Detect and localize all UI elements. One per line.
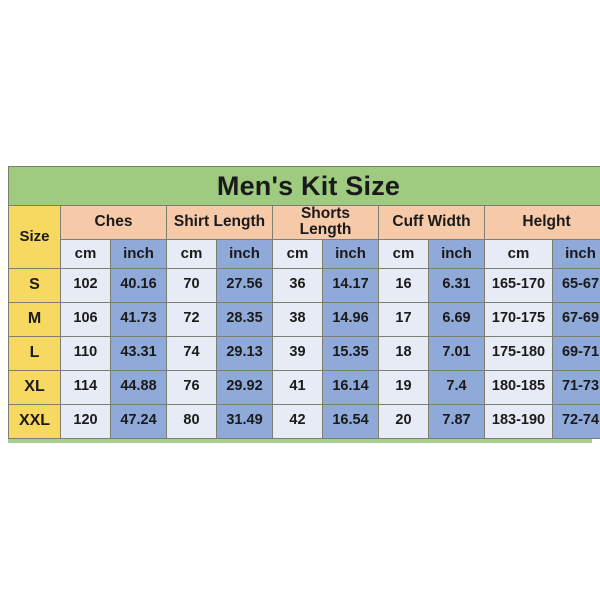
group-header-shirt-length: Shirt Length — [166, 205, 273, 240]
size-chart-container: Men's Kit Size Size Ches Shirt Length Sh… — [7, 166, 600, 443]
cell-shorts-inch: 14.17 — [322, 267, 379, 303]
unit-header-height-inch: inch — [551, 238, 600, 269]
chart-title: Men's Kit Size — [7, 166, 600, 206]
cell-shirt-inch: 28.35 — [216, 301, 273, 337]
cell-chest-inch: 41.73 — [110, 301, 167, 337]
cell-shorts-inch: 15.35 — [322, 335, 379, 371]
cell-size: S — [8, 267, 61, 303]
cell-cuff-cm: 18 — [378, 335, 429, 371]
cell-height-inch: 67-69 — [551, 301, 600, 337]
cell-shirt-cm: 74 — [166, 335, 217, 371]
group-header-height: Helght — [483, 205, 600, 240]
unit-header-row: cm inch cm inch cm inch cm inch cm inch — [9, 238, 600, 269]
cell-chest-inch: 40.16 — [110, 267, 167, 303]
cell-size: M — [8, 301, 61, 337]
cell-chest-inch: 47.24 — [110, 403, 167, 439]
table-row: XXL 120 47.24 80 31.49 42 16.54 20 7.87 … — [8, 403, 600, 439]
cell-shorts-inch: 16.14 — [322, 369, 379, 405]
cell-cuff-inch: 6.69 — [428, 301, 485, 337]
unit-header-height-cm: cm — [484, 238, 553, 269]
table-row: L 110 43.31 74 29.13 39 15.35 18 7.01 17… — [8, 335, 600, 371]
cell-cuff-inch: 6.31 — [428, 267, 485, 303]
table-row: M 106 41.73 72 28.35 38 14.96 17 6.69 17… — [8, 301, 600, 337]
cell-height-cm: 170-175 — [484, 301, 553, 337]
cell-chest-cm: 110 — [60, 335, 111, 371]
cell-cuff-inch: 7.4 — [428, 369, 485, 405]
cell-chest-cm: 114 — [60, 369, 111, 405]
cell-cuff-inch: 7.01 — [428, 335, 485, 371]
cell-height-inch: 69-71 — [551, 335, 600, 371]
cell-height-inch: 65-67 — [551, 267, 600, 303]
cell-shirt-cm: 76 — [166, 369, 217, 405]
cell-cuff-inch: 7.87 — [428, 403, 485, 439]
cell-cuff-cm: 20 — [378, 403, 429, 439]
cell-size: XXL — [8, 403, 61, 439]
cell-chest-cm: 102 — [60, 267, 111, 303]
cell-cuff-cm: 16 — [378, 267, 429, 303]
cell-chest-cm: 120 — [60, 403, 111, 439]
unit-header-shirt-length-cm: cm — [166, 238, 217, 269]
cell-shorts-cm: 36 — [272, 267, 323, 303]
cell-shorts-cm: 41 — [272, 369, 323, 405]
cell-shirt-cm: 72 — [166, 301, 217, 337]
cell-shirt-inch: 29.13 — [216, 335, 273, 371]
cell-height-cm: 180-185 — [484, 369, 553, 405]
cell-chest-inch: 44.88 — [110, 369, 167, 405]
cell-shirt-inch: 31.49 — [216, 403, 273, 439]
unit-header-chest-inch: inch — [110, 238, 167, 269]
cell-shorts-inch: 14.96 — [322, 301, 379, 337]
group-header-cuff-width: Cuff Width — [378, 205, 485, 240]
unit-header-cuff-width-cm: cm — [378, 238, 429, 269]
table-row: XL 114 44.88 76 29.92 41 16.14 19 7.4 18… — [8, 369, 600, 405]
unit-header-shorts-length-cm: cm — [272, 238, 323, 269]
cell-shirt-inch: 27.56 — [216, 267, 273, 303]
cell-height-inch: 71-73 — [551, 369, 600, 405]
unit-header-shorts-length-inch: inch — [322, 238, 379, 269]
cell-shorts-cm: 38 — [272, 301, 323, 337]
table-row: S 102 40.16 70 27.56 36 14.17 16 6.31 16… — [8, 267, 600, 303]
cell-shorts-cm: 39 — [272, 335, 323, 371]
cell-size: L — [8, 335, 61, 371]
cell-cuff-cm: 19 — [378, 369, 429, 405]
group-header-row: Size Ches Shirt Length Shorts Length Cuf… — [8, 205, 600, 269]
cell-cuff-cm: 17 — [378, 301, 429, 337]
unit-header-shirt-length-inch: inch — [216, 238, 273, 269]
unit-header-cuff-width-inch: inch — [428, 238, 485, 269]
cell-shirt-cm: 80 — [166, 403, 217, 439]
cell-shorts-cm: 42 — [272, 403, 323, 439]
group-header-shorts-length: Shorts Length — [272, 205, 379, 240]
size-column-header: Size — [8, 205, 61, 269]
cell-chest-inch: 43.31 — [110, 335, 167, 371]
size-chart-table: Men's Kit Size Size Ches Shirt Length Sh… — [7, 166, 600, 439]
cell-height-cm: 183-190 — [484, 403, 553, 439]
cell-height-cm: 175-180 — [484, 335, 553, 371]
unit-header-chest-cm: cm — [60, 238, 111, 269]
cell-size: XL — [8, 369, 61, 405]
cell-shirt-inch: 29.92 — [216, 369, 273, 405]
cell-chest-cm: 106 — [60, 301, 111, 337]
cell-shorts-inch: 16.54 — [322, 403, 379, 439]
cell-height-inch: 72-74 — [551, 403, 600, 439]
cell-shirt-cm: 70 — [166, 267, 217, 303]
group-header-chest: Ches — [60, 205, 167, 240]
table-title-row: Men's Kit Size — [7, 166, 600, 206]
cell-height-cm: 165-170 — [484, 267, 553, 303]
